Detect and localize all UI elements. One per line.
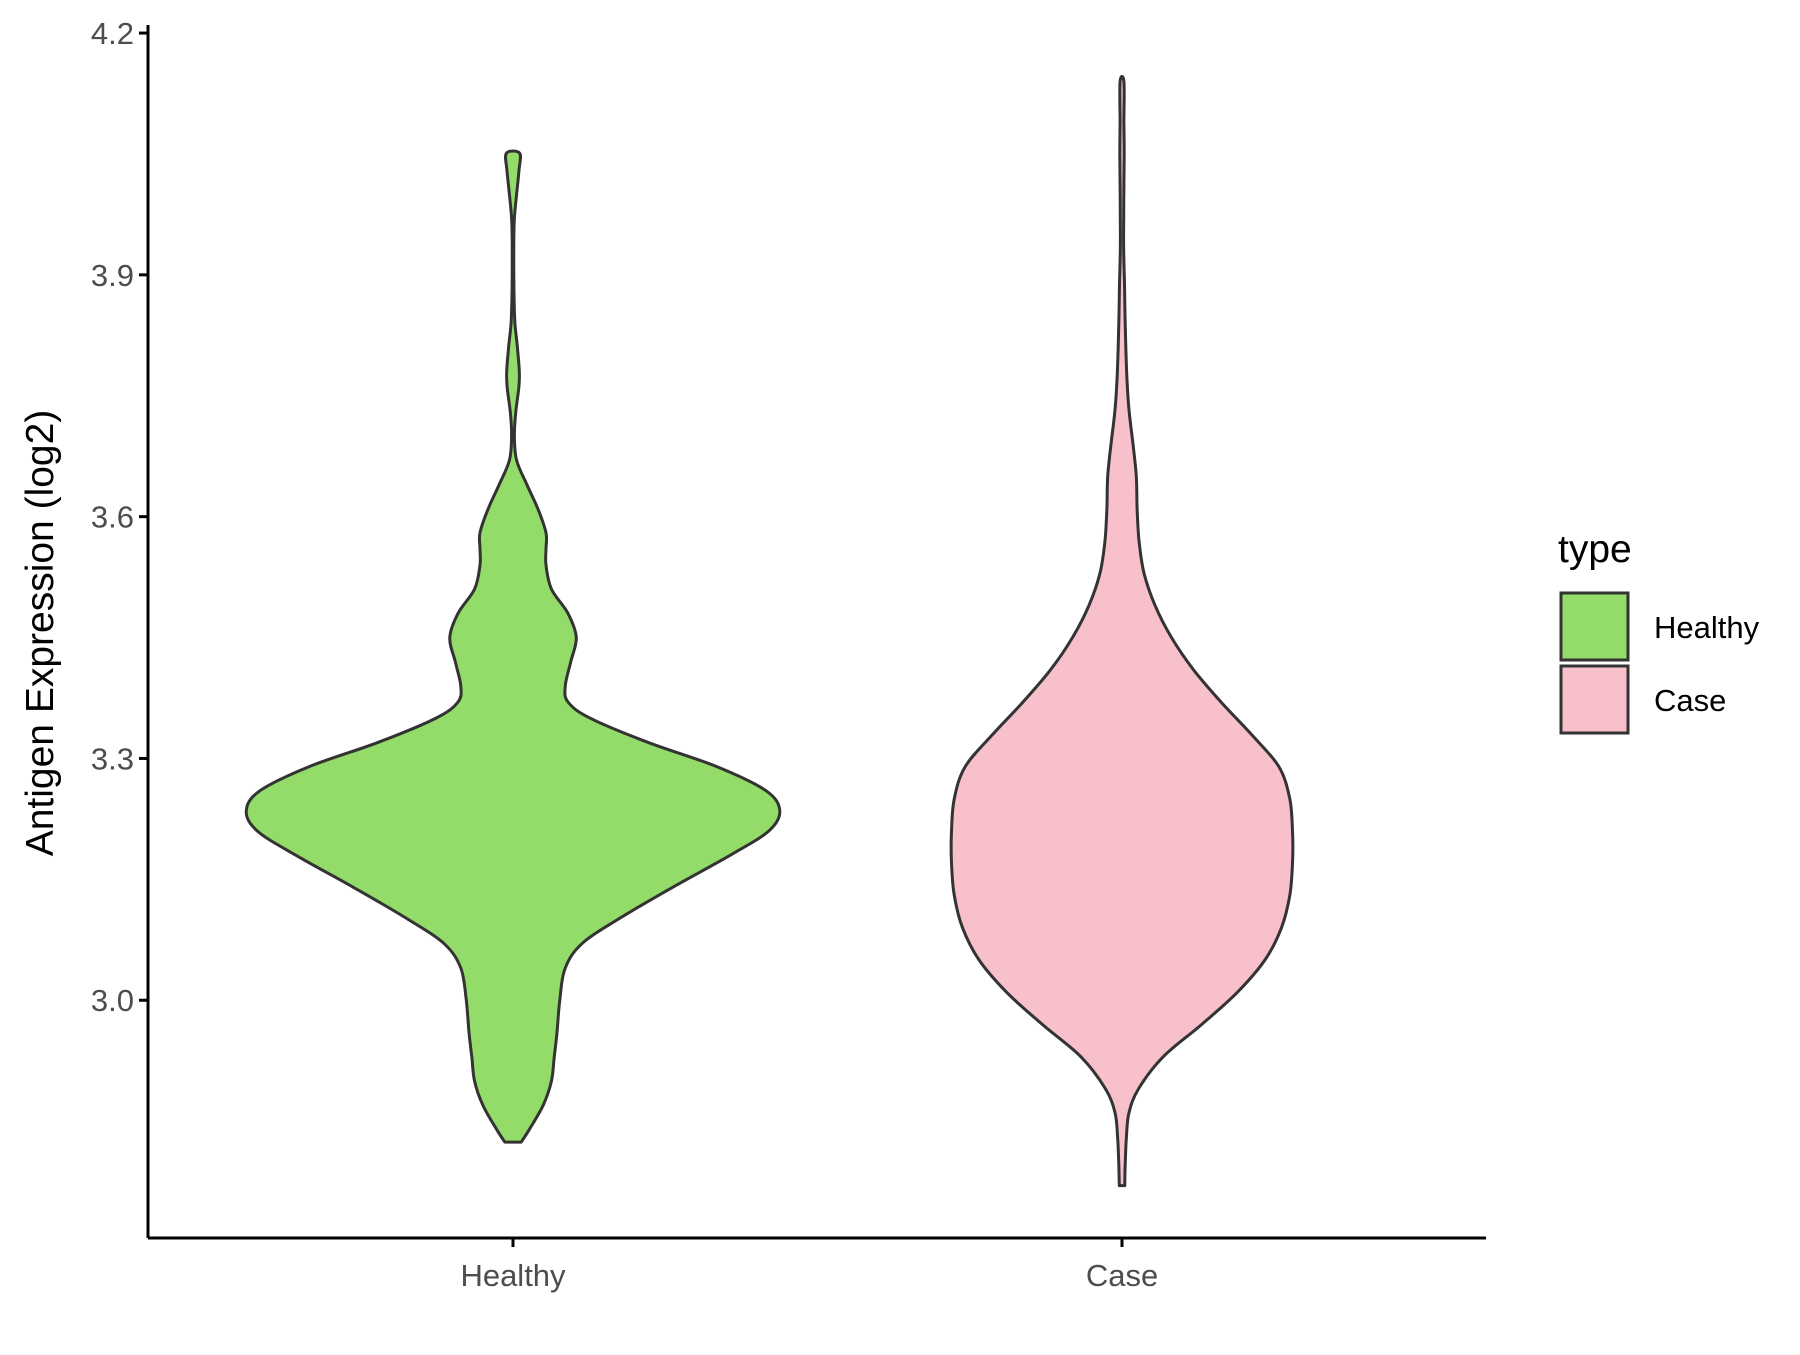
x-axis-ticks: Healthy Case — [460, 1238, 1158, 1293]
y-tick-label: 4.2 — [91, 16, 134, 51]
legend-swatch-case — [1559, 664, 1630, 735]
legend-entries: Healthy Case — [1559, 591, 1760, 735]
y-tick-label: 3.0 — [91, 983, 134, 1018]
legend-label-case: Case — [1654, 683, 1726, 718]
y-axis-title: Antigen Expression (log2) — [19, 410, 62, 857]
y-axis-ticks: 3.0 3.3 3.6 3.9 4.2 — [91, 16, 148, 1018]
violin-case — [949, 74, 1295, 1188]
x-tick-label-healthy: Healthy — [460, 1258, 566, 1293]
legend-label-healthy: Healthy — [1654, 610, 1760, 645]
violin-healthy — [244, 149, 782, 1144]
legend: type Healthy Case — [1558, 528, 1760, 735]
y-tick-label: 3.3 — [91, 741, 134, 776]
legend-swatch-healthy — [1559, 591, 1630, 662]
violins-layer — [244, 74, 1295, 1188]
legend-title: type — [1558, 528, 1632, 571]
x-tick-label-case: Case — [1086, 1258, 1158, 1293]
y-tick-label: 3.9 — [91, 258, 134, 293]
y-tick-label: 3.6 — [91, 500, 134, 535]
